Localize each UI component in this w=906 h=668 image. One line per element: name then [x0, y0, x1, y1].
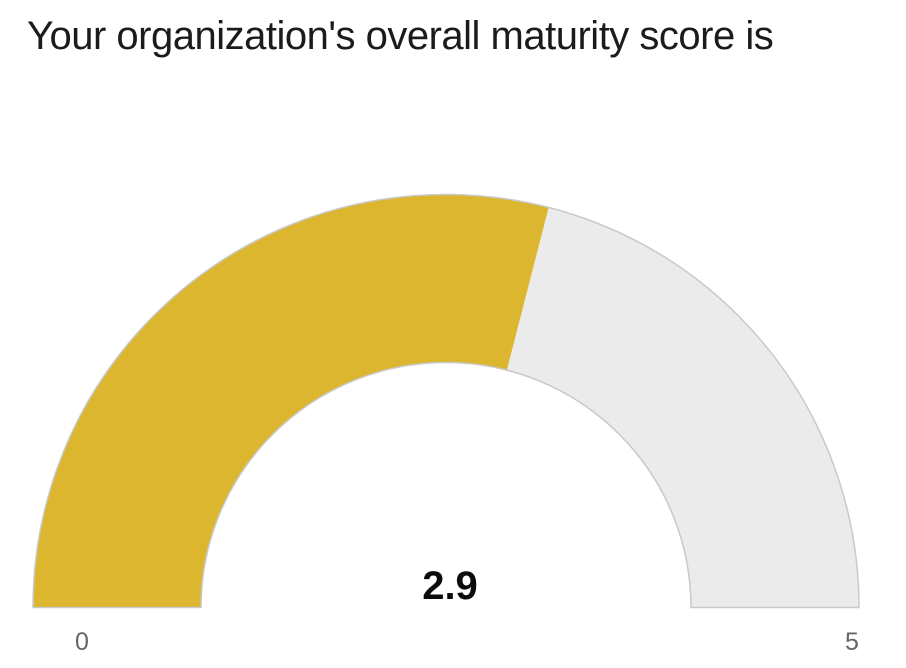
gauge-outline [32, 193, 860, 609]
gauge-min-label: 0 [75, 628, 89, 656]
gauge-max-label: 5 [845, 628, 859, 656]
gauge-remainder-arc [506, 207, 859, 608]
gauge-value-arc [33, 194, 549, 608]
gauge-title: Your organization's overall maturity sco… [27, 14, 774, 58]
gauge-callout-value: 2.9 [422, 564, 478, 608]
